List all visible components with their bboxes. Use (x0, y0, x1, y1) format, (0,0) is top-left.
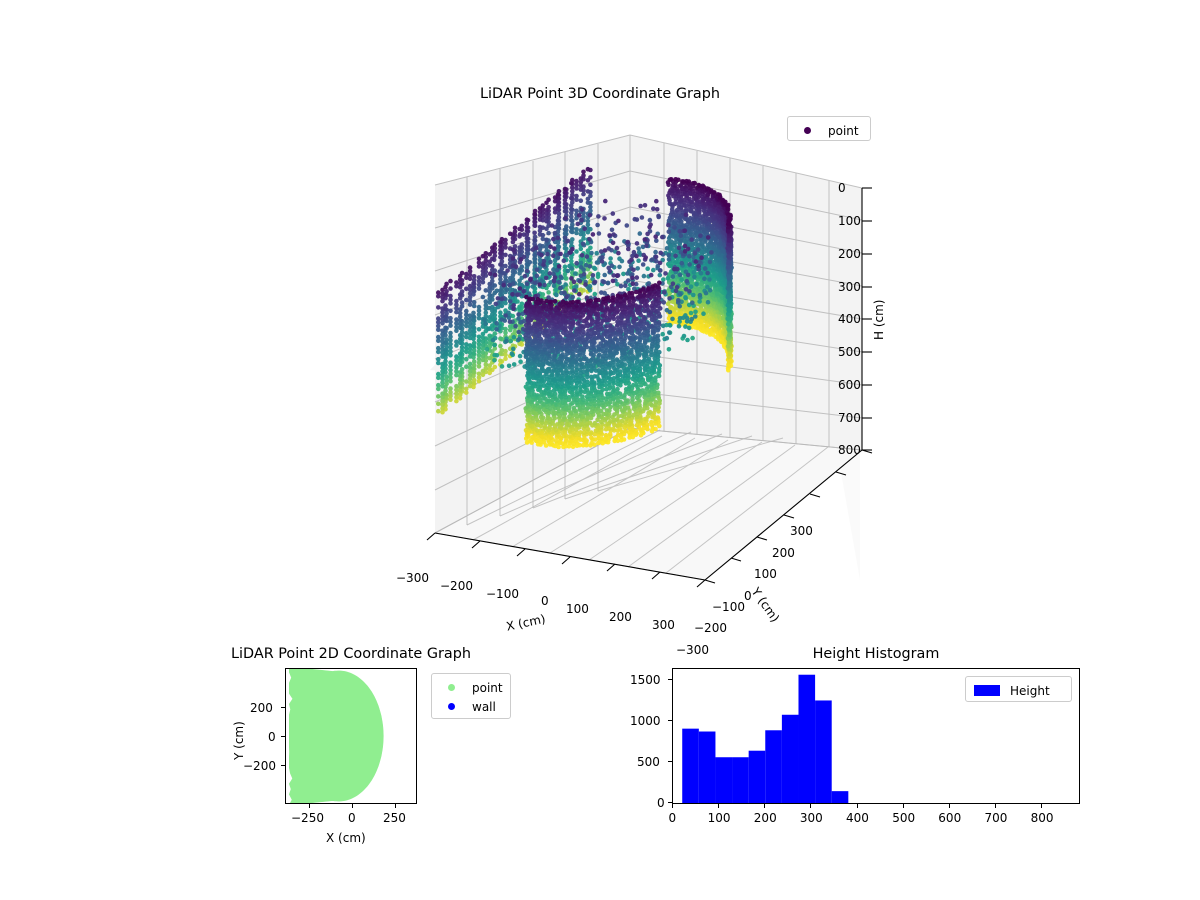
x-tick--300: −300 (396, 571, 429, 585)
histogram-bars (682, 674, 849, 803)
y-axis-ticks (704, 449, 873, 584)
y-tick-300: 300 (790, 524, 813, 538)
lidar-2d-point-region (288, 669, 384, 803)
z-axis-label: H (cm) (872, 299, 886, 341)
xh-tick-0: 0 (668, 811, 677, 825)
z-tick-500: 500 (838, 345, 861, 359)
y2d-tickmark--200 (281, 765, 285, 766)
x-axis-ticks (426, 532, 706, 588)
x2d-tickmark-0 (352, 804, 353, 808)
xh-tickmark-500 (902, 804, 904, 808)
yh-tickmark-500 (668, 761, 672, 762)
xh-tickmark-700 (995, 804, 996, 808)
y2d-axis-label: Y (cm) (232, 721, 246, 760)
height-histogram-canvas (682, 674, 849, 803)
legend-label-height: Height (1010, 683, 1050, 698)
legend-hist[interactable]: Height (965, 676, 1072, 702)
yh-tick-1500: 1500 (630, 673, 661, 687)
x2d-tick-0: 0 (348, 811, 356, 825)
panel-2d-title: LiDAR Point 2D Coordinate Graph (231, 646, 471, 662)
x-tick--200: −200 (440, 579, 473, 593)
xh-tickmark-800 (1041, 804, 1043, 808)
legend-2d[interactable]: point wall (431, 673, 511, 719)
yh-tick-500: 500 (637, 755, 660, 769)
panel-3d-title: LiDAR Point 3D Coordinate Graph (480, 86, 720, 102)
y-tick-200: 200 (772, 546, 795, 560)
z-tick-400: 400 (838, 312, 861, 326)
legend-label-wall-2d: wall (472, 699, 496, 714)
xh-tick-500: 500 (892, 811, 916, 825)
xh-tickmark-200 (764, 804, 766, 808)
legend-3d[interactable]: point (787, 116, 871, 141)
y2d-tickmark-200 (281, 707, 285, 708)
x2d-tickmark-250 (395, 804, 396, 808)
xh-tickmark-600 (948, 804, 950, 808)
legend-item-point[interactable]: point (794, 121, 864, 140)
xh-tickmark-100 (718, 804, 720, 808)
x-tick--100: −100 (486, 587, 519, 601)
xh-tick-700: 700 (984, 811, 1008, 825)
wall-marker-icon (438, 703, 464, 710)
yh-tickmark-0 (668, 802, 672, 803)
height-patch-icon (972, 685, 1002, 696)
z-tick-300: 300 (838, 280, 861, 294)
panel-hist-title: Height Histogram (812, 646, 940, 662)
xh-tick-800: 800 (1030, 811, 1054, 825)
point-marker-icon (794, 127, 820, 134)
y-tick-0: 0 (744, 589, 752, 603)
lidar-2d-canvas (288, 669, 384, 803)
legend-item-point-2d[interactable]: point (438, 678, 504, 697)
xh-tick-600: 600 (938, 811, 962, 825)
legend-label-point: point (828, 123, 859, 138)
lidar-3d-axes[interactable] (300, 110, 920, 640)
xh-tick-300: 300 (799, 811, 823, 825)
xh-tickmark-0 (672, 804, 673, 808)
x2d-axis-label: X (cm) (326, 831, 366, 845)
xh-tick-400: 400 (846, 811, 869, 825)
xh-tick-200: 200 (753, 811, 777, 825)
legend-label-point-2d: point (472, 680, 503, 695)
yh-tick-1000: 1000 (630, 714, 661, 728)
xh-tickmark-400 (856, 804, 858, 808)
z-tick-0: 0 (838, 181, 846, 195)
lidar-point-cloud (436, 166, 734, 450)
x2d-tick--250: −250 (291, 811, 324, 825)
yh-tickmark-1000 (668, 720, 672, 721)
lidar-2d-axes[interactable] (285, 668, 417, 804)
z-axis-ticks (862, 187, 872, 451)
y-tick-100: 100 (754, 567, 777, 581)
y-tick--300: −300 (676, 643, 709, 657)
x-tick-200: 200 (609, 610, 632, 624)
x-tick-100: 100 (566, 602, 589, 616)
lidar-3d-canvas (426, 134, 873, 588)
xh-tickmark-300 (810, 804, 812, 808)
z-tick-600: 600 (838, 378, 861, 392)
yh-tick-0: 0 (657, 796, 665, 810)
legend-item-height[interactable]: Height (972, 681, 1065, 700)
x-tick-300: 300 (652, 618, 675, 632)
y-tick--100: −100 (712, 600, 745, 614)
axes-3d-floor (435, 428, 862, 580)
z-tick-100: 100 (838, 214, 861, 228)
y2d-tick-0: 0 (268, 730, 276, 744)
xh-tick-100: 100 (707, 811, 731, 825)
z-tick-700: 700 (838, 411, 861, 425)
x-tick-0: 0 (541, 594, 549, 608)
y2d-tick-200: 200 (250, 701, 273, 715)
x2d-tickmark--250 (309, 804, 310, 808)
y-tick--200: −200 (694, 621, 727, 635)
yh-tickmark-1500 (668, 679, 672, 680)
z-tick-800: 800 (838, 443, 861, 457)
y2d-tick--200: −200 (243, 759, 276, 773)
z-tick-200: 200 (838, 247, 861, 261)
y2d-tickmark-0 (281, 736, 285, 737)
x2d-tick-250: 250 (383, 811, 406, 825)
point-marker-icon (438, 684, 464, 691)
legend-item-wall-2d[interactable]: wall (438, 697, 504, 716)
